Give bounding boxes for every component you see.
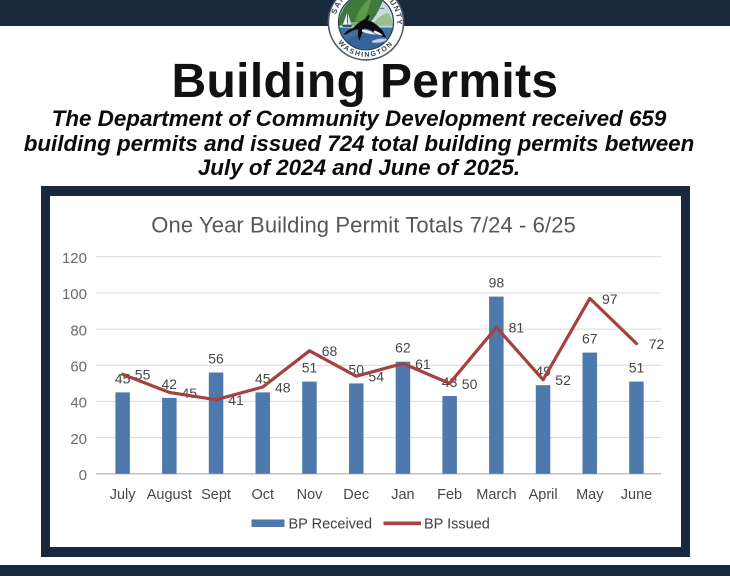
svg-text:42: 42 — [162, 376, 178, 392]
svg-text:Sept: Sept — [201, 487, 231, 503]
svg-text:Feb: Feb — [437, 487, 462, 503]
svg-text:20: 20 — [70, 431, 87, 448]
svg-text:40: 40 — [70, 395, 87, 412]
svg-text:April: April — [529, 487, 558, 503]
svg-text:Oct: Oct — [252, 487, 275, 503]
svg-text:67: 67 — [582, 331, 598, 347]
svg-text:May: May — [576, 487, 604, 503]
svg-text:August: August — [147, 487, 192, 503]
svg-text:120: 120 — [62, 250, 87, 267]
svg-text:48: 48 — [275, 379, 291, 395]
svg-text:100: 100 — [62, 286, 87, 303]
svg-text:81: 81 — [509, 320, 525, 336]
svg-text:72: 72 — [649, 336, 665, 352]
svg-text:62: 62 — [395, 340, 411, 356]
svg-text:61: 61 — [415, 356, 431, 372]
svg-text:June: June — [621, 487, 652, 503]
svg-text:Dec: Dec — [343, 487, 369, 503]
svg-text:51: 51 — [302, 360, 318, 376]
svg-text:Jan: Jan — [391, 487, 414, 503]
svg-text:97: 97 — [602, 291, 618, 307]
svg-text:80: 80 — [70, 322, 87, 339]
svg-text:56: 56 — [208, 350, 224, 366]
svg-text:One Year Building Permit Total: One Year Building Permit Totals 7/24 - 6… — [151, 212, 576, 237]
svg-text:55: 55 — [135, 367, 151, 383]
svg-text:50: 50 — [462, 376, 478, 392]
svg-text:52: 52 — [555, 372, 571, 388]
svg-text:60: 60 — [70, 359, 87, 376]
svg-text:March: March — [476, 487, 516, 503]
svg-text:BP Received: BP Received — [289, 517, 373, 533]
svg-text:Nov: Nov — [297, 487, 324, 503]
svg-text:0: 0 — [79, 467, 87, 484]
svg-text:68: 68 — [322, 343, 338, 359]
svg-text:July: July — [110, 487, 137, 503]
svg-text:45: 45 — [182, 385, 198, 401]
svg-text:45: 45 — [115, 370, 131, 386]
svg-text:98: 98 — [489, 275, 505, 291]
svg-text:BP Issued: BP Issued — [424, 517, 490, 533]
svg-text:51: 51 — [629, 360, 645, 376]
